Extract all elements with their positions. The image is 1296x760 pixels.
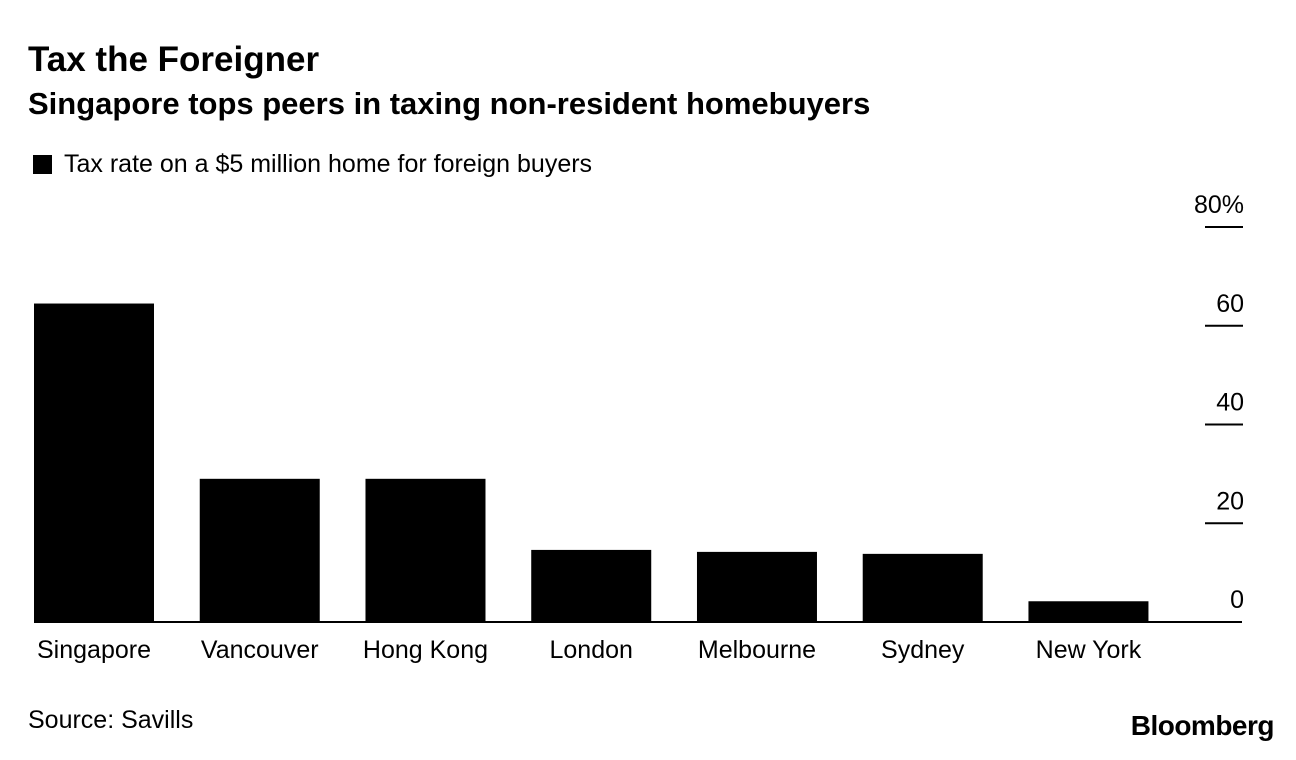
y-tick-label: 40 [1216, 389, 1244, 417]
bar [696, 551, 817, 622]
chart-subtitle: Singapore tops peers in taxing non-resid… [28, 86, 871, 121]
x-tick-label: Vancouver [201, 636, 319, 664]
legend: Tax rate on a $5 million home for foreig… [33, 150, 592, 179]
bar [531, 549, 652, 622]
x-tick-label: Sydney [881, 636, 965, 664]
x-tick-label: Melbourne [698, 636, 816, 664]
x-tick-label: London [550, 636, 633, 664]
x-tick-label: Singapore [37, 636, 151, 664]
y-tick-label: 0 [1230, 586, 1244, 614]
brand-logo: Bloomberg [1130, 710, 1275, 741]
source-note: Source: Savills [28, 706, 194, 734]
x-tick-label: Hong Kong [363, 636, 488, 664]
bar [862, 553, 983, 622]
bar [365, 478, 486, 622]
bar [199, 478, 320, 622]
y-tick-label: 80% [1194, 191, 1244, 219]
chart-title: Tax the Foreigner [28, 40, 320, 79]
x-tick-label: New York [1036, 636, 1142, 664]
legend-swatch [33, 155, 52, 174]
y-tick-label: 20 [1216, 487, 1244, 515]
legend-label: Tax rate on a $5 million home for foreig… [64, 150, 593, 178]
y-tick-label: 60 [1216, 290, 1244, 318]
bar [1028, 601, 1149, 622]
bar [34, 303, 154, 622]
